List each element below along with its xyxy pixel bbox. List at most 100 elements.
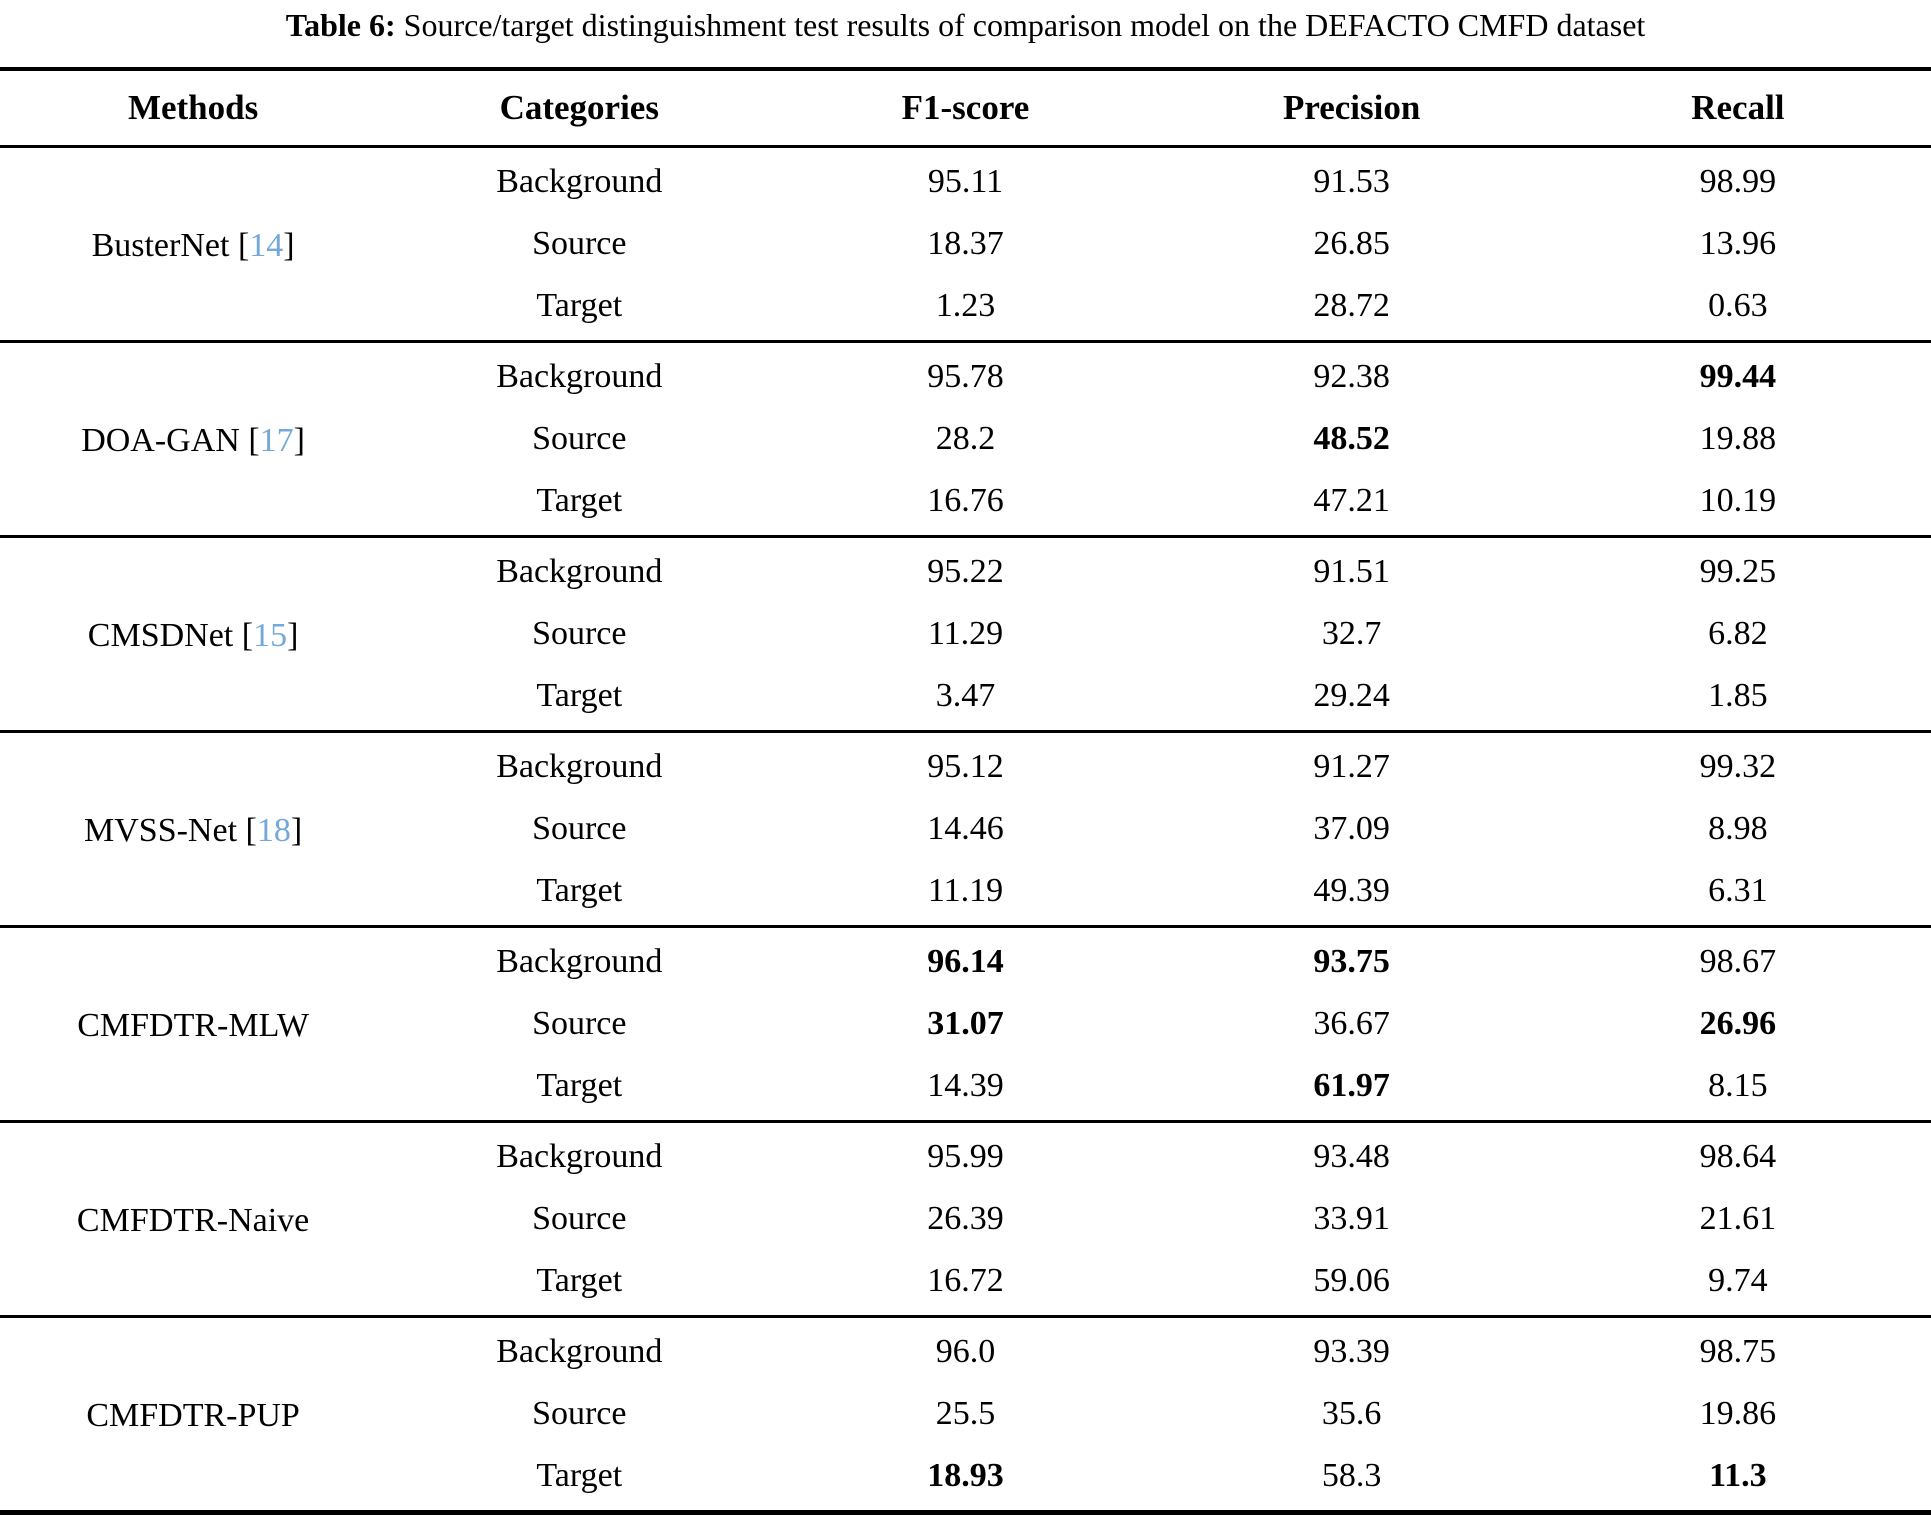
method-name: CMSDNet [15] (0, 537, 386, 732)
metric-precision: 48.52 (1313, 420, 1390, 457)
category-label: Source (532, 420, 627, 457)
metric-f1: 31.07 (927, 1005, 1004, 1042)
table-row: CMFDTR-Naive Background 95.99 93.48 98.6… (0, 1122, 1931, 1239)
table-row: BusterNet [14] Background 95.11 91.53 98… (0, 147, 1931, 264)
method-name: CMFDTR-PUP (0, 1317, 386, 1513)
metric-f1: 95.22 (927, 553, 1004, 590)
table-row: Source 31.07 36.67 26.96 (0, 993, 1931, 1055)
metric-f1: 11.29 (927, 615, 1004, 652)
metric-recall: 26.96 (1699, 1005, 1777, 1042)
metric-recall: 98.75 (1699, 1333, 1777, 1370)
metric-recall: 1.85 (1708, 677, 1768, 714)
method-name: BusterNet [14] (0, 147, 386, 342)
table-row: Target 18.93 58.3 11.3 (0, 1445, 1931, 1513)
metric-precision: 93.48 (1313, 1138, 1390, 1175)
metric-precision: 35.6 (1321, 1395, 1382, 1432)
method-group-cmfdtr-pup: CMFDTR-PUP Background 96.0 93.39 98.75 S… (0, 1316, 1931, 1513)
citation-link[interactable]: [14] (229, 226, 295, 264)
metric-f1: 28.2 (935, 420, 996, 457)
method-group-mvss-net: MVSS-Net [18] Background 95.12 91.27 99.… (0, 731, 1931, 927)
citation-number: 18 (256, 811, 291, 849)
category-label: Background (496, 1138, 663, 1175)
citation-bracket-close: ] (293, 421, 305, 459)
metric-precision: 61.97 (1313, 1067, 1390, 1104)
metric-precision: 92.38 (1313, 358, 1390, 395)
citation-link[interactable]: [17] (240, 422, 305, 459)
metric-precision: 29.24 (1313, 677, 1390, 714)
method-label: DOA-GAN (81, 421, 240, 459)
metric-recall: 98.64 (1699, 1138, 1777, 1175)
citation-number: 15 (253, 616, 288, 654)
metric-precision: 28.72 (1313, 287, 1390, 324)
col-header-f1-score: F1-score (901, 88, 1030, 127)
col-header-precision: Precision (1282, 88, 1421, 127)
metric-recall: 10.19 (1699, 482, 1777, 519)
metric-f1: 11.19 (927, 872, 1004, 909)
metric-recall: 19.86 (1699, 1395, 1777, 1432)
category-label: Target (536, 1067, 623, 1104)
citation-link[interactable]: [15] (233, 616, 299, 654)
method-group-cmfdtr-naive: CMFDTR-Naive Background 95.99 93.48 98.6… (0, 1121, 1931, 1317)
citation-bracket-close: ] (290, 811, 303, 849)
citation-bracket-open: [ (229, 226, 250, 264)
table-row: Target 16.72 59.06 9.74 (0, 1250, 1931, 1317)
method-label: CMSDNet (87, 616, 234, 654)
citation-number: 14 (249, 226, 284, 264)
metric-precision: 58.3 (1321, 1457, 1382, 1494)
caption-label: Table 6: (285, 7, 396, 43)
metric-recall: 6.82 (1708, 615, 1768, 652)
citation-bracket-open: [ (237, 811, 257, 849)
category-label: Background (496, 358, 663, 395)
metric-recall: 21.61 (1699, 1200, 1777, 1237)
metric-precision: 26.85 (1313, 225, 1390, 262)
method-name: DOA-GAN [17] (0, 342, 386, 537)
metric-recall: 99.32 (1699, 748, 1777, 785)
metric-recall: 98.67 (1699, 943, 1777, 980)
category-label: Background (496, 943, 663, 980)
method-name: MVSS-Net [18] (0, 732, 386, 927)
method-label: MVSS-Net (84, 811, 238, 849)
citation-bracket-close: ] (283, 226, 295, 264)
metric-f1: 95.78 (927, 358, 1004, 395)
citation-bracket-open: [ (239, 421, 260, 459)
citation-link[interactable]: [18] (237, 811, 303, 849)
metric-precision: 91.27 (1313, 748, 1390, 785)
metric-f1: 14.46 (927, 810, 1004, 847)
header-row: Methods Categories F1-score Precision Re… (0, 69, 1931, 147)
category-label: Source (532, 1200, 627, 1237)
table-row: Target 14.39 61.97 8.15 (0, 1055, 1931, 1122)
metric-f1: 96.0 (935, 1333, 996, 1370)
table-row: Source 28.2 48.52 19.88 (0, 408, 1931, 470)
table-row: Source 18.37 26.85 13.96 (0, 213, 1931, 275)
metric-precision: 91.53 (1313, 163, 1390, 200)
category-label: Source (532, 1005, 627, 1042)
table-row: Target 11.19 49.39 6.31 (0, 860, 1931, 927)
method-name: CMFDTR-MLW (0, 927, 386, 1122)
method-label: BusterNet (91, 226, 230, 264)
category-label: Source (532, 1395, 627, 1432)
metric-recall: 0.63 (1708, 287, 1768, 324)
citation-bracket-close: ] (287, 616, 299, 654)
metric-f1: 14.39 (927, 1067, 1004, 1104)
metric-f1: 95.12 (927, 748, 1004, 785)
table-row: Target 16.76 47.21 10.19 (0, 470, 1931, 537)
table-row: Source 25.5 35.6 19.86 (0, 1383, 1931, 1445)
metric-recall: 99.44 (1699, 358, 1777, 395)
category-label: Target (536, 287, 623, 324)
metric-recall: 8.98 (1708, 810, 1768, 847)
table-row: Source 14.46 37.09 8.98 (0, 798, 1931, 860)
metric-f1: 16.76 (927, 482, 1004, 519)
col-header-categories: Categories (499, 88, 659, 127)
method-name: CMFDTR-Naive (0, 1122, 386, 1317)
category-label: Background (496, 163, 663, 200)
metric-precision: 93.39 (1313, 1333, 1390, 1370)
col-header-recall: Recall (1691, 88, 1785, 127)
metric-f1: 16.72 (927, 1262, 1004, 1299)
caption-text: Source/target distinguishment test resul… (403, 7, 1646, 43)
metric-f1: 1.23 (935, 287, 996, 324)
method-group-busternet: BusterNet [14] Background 95.11 91.53 98… (0, 147, 1931, 342)
metric-precision: 91.51 (1313, 553, 1390, 590)
metric-recall: 99.25 (1699, 553, 1777, 590)
category-label: Target (536, 872, 623, 909)
method-group-doa-gan: DOA-GAN [17] Background 95.78 92.38 99.4… (0, 341, 1931, 537)
